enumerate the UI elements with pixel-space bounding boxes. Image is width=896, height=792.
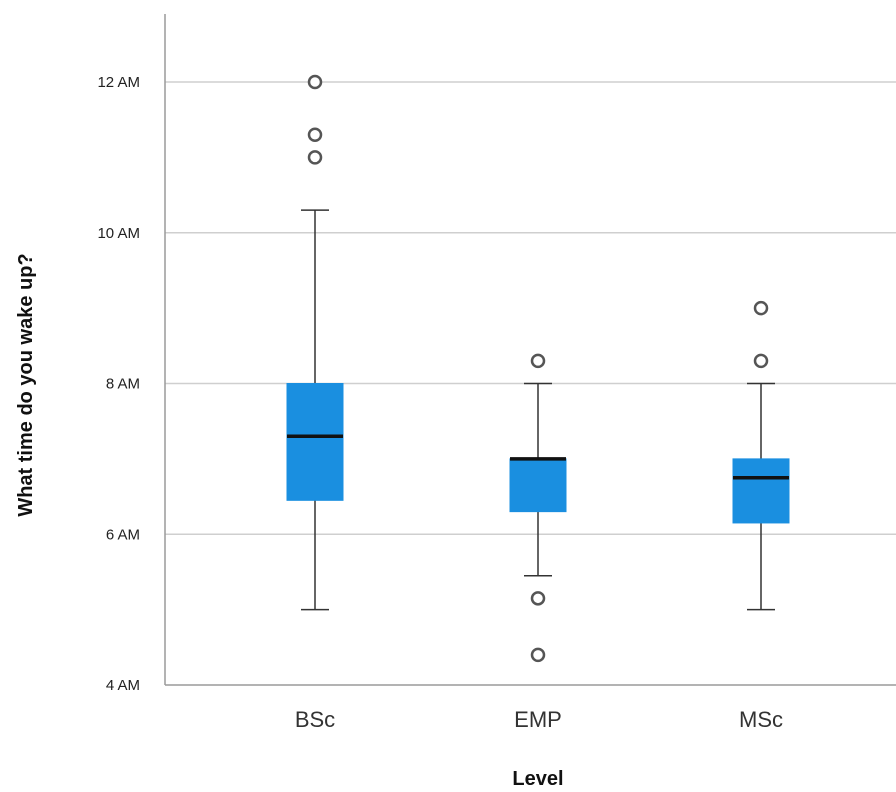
outlier-point xyxy=(530,591,546,606)
x-tick-labels: BSc EMP MSc xyxy=(295,707,783,732)
outlier-point xyxy=(307,74,323,90)
y-axis-title: What time do you wake up? xyxy=(15,253,37,516)
x-axis-title: Level xyxy=(512,768,563,790)
y-tick-label: 8 AM xyxy=(106,376,140,393)
y-tick-labels: 4 AM 6 AM 8 AM 10 AM 12 AM xyxy=(97,74,140,694)
y-tick-label: 4 AM xyxy=(106,677,140,694)
boxes xyxy=(286,74,790,663)
outlier-point xyxy=(530,353,546,369)
outlier-point xyxy=(307,150,323,165)
box-group-bsc xyxy=(286,74,344,611)
iqr-box xyxy=(286,383,344,501)
iqr-box xyxy=(732,458,790,524)
x-tick-label-msc: MSc xyxy=(739,707,783,732)
outlier-point xyxy=(753,300,769,316)
outlier-point xyxy=(530,647,546,663)
outlier-point xyxy=(307,127,323,143)
y-tick-label: 12 AM xyxy=(97,74,140,91)
iqr-box xyxy=(509,458,567,513)
axes xyxy=(164,14,896,686)
x-tick-label-emp: EMP xyxy=(514,707,562,732)
outlier-point xyxy=(753,353,769,369)
y-tick-label: 10 AM xyxy=(97,225,140,242)
x-tick-label-bsc: BSc xyxy=(295,707,335,732)
y-tick-label: 6 AM xyxy=(106,526,140,543)
box-group-emp xyxy=(509,353,567,663)
box-group-msc xyxy=(732,300,790,611)
